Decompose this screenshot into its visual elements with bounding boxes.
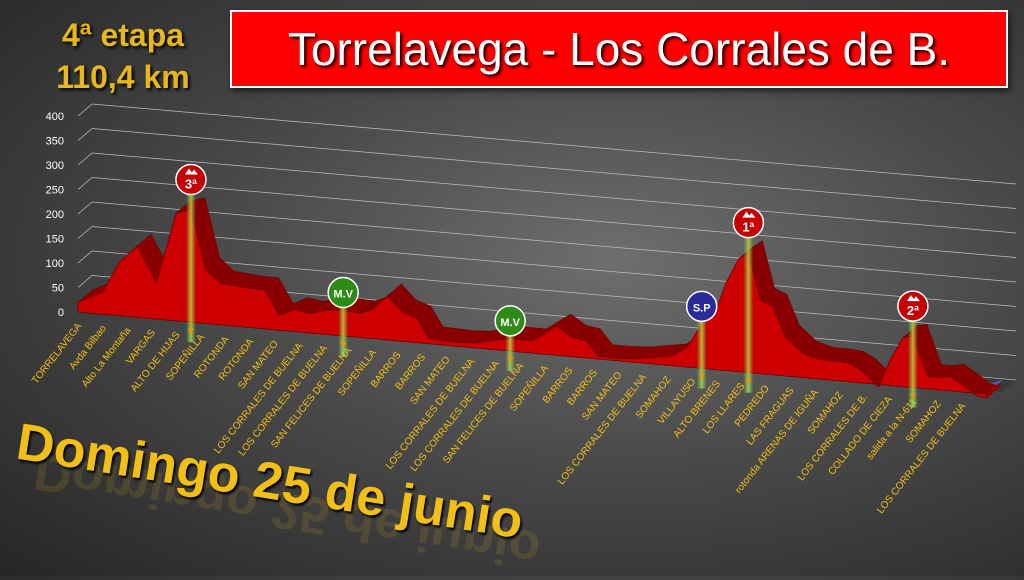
marker-arrow [507,357,514,364]
gridline [91,152,1017,234]
title-banner: Torrelavega - Los Corrales de B. [230,10,1008,88]
marker-label: M.V [333,289,353,301]
mountain-icon [742,211,756,218]
marker-label: M.V [500,317,520,329]
marker-badge [685,290,718,323]
stage-info: 4ª etapa 110,4 km [38,14,208,98]
page-title: Torrelavega - Los Corrales de B. [287,23,951,75]
marker-arrow [698,374,705,381]
profile-end-cap [986,382,1001,399]
gridline [91,103,1017,185]
gridline-side [77,177,93,190]
y-tick-label: 350 [46,136,64,148]
marker-label: S.P [693,302,711,314]
marker-arrow [340,342,347,348]
marker-label: 1ª [742,220,754,235]
gridline-side [77,201,93,215]
y-tick-label: 50 [52,283,64,295]
gridline [91,250,1017,332]
gridline-side [77,226,93,239]
marker-badge [494,305,526,337]
y-tick-label: 0 [58,307,64,319]
y-tick-label: 150 [46,234,64,246]
gridline [91,128,1017,209]
gridline-side [77,152,93,166]
gridline-side [77,103,93,117]
stage-distance: 110,4 km [56,59,190,95]
marker-label: 2ª [907,303,919,318]
mountain-icon [184,168,198,175]
marker-label: 3ª [185,177,197,192]
y-tick-label: 200 [46,209,64,221]
profile-area [77,209,987,399]
gridline [91,201,1017,283]
y-tick-label: 400 [46,111,64,123]
y-tick-label: 300 [46,160,64,172]
marker-arrow [745,378,752,385]
gridline-side [77,275,93,288]
marker-arrow [187,328,194,335]
marker-badge [175,163,207,196]
gridline [91,177,1017,258]
y-tick-label: 250 [46,185,64,197]
marker-badge [732,206,765,239]
gridline [91,226,1017,307]
mountain-icon [906,295,920,302]
gridline-side [77,128,93,141]
marker-badge [327,276,359,309]
marker-arrow [909,393,916,400]
marker-badge [897,290,929,322]
stage-number: 4ª etapa [61,17,185,53]
gridline-side [77,250,93,264]
y-tick-label: 100 [46,258,64,270]
